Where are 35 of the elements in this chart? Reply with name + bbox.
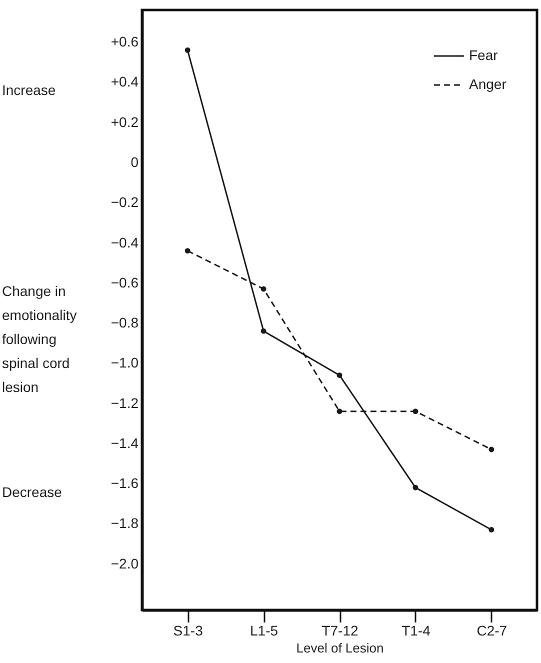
text: Increase <box>2 82 56 98</box>
y-tick-label: −0.6 <box>110 274 139 290</box>
x-tick-label: L1-5 <box>250 622 278 638</box>
y-tick-label: −2.0 <box>110 555 139 572</box>
point <box>412 484 418 490</box>
x-tick-label: T1-4 <box>402 622 431 638</box>
y-tick-label: −1.2 <box>110 394 139 411</box>
x-tick-label: C2-7 <box>476 622 508 638</box>
y-tick-label: 0 <box>130 154 139 170</box>
y-tick-label: −1.6 <box>110 475 139 492</box>
y-tick-label: −1.4 <box>110 434 139 451</box>
y-tick-label: −1.0 <box>110 354 139 371</box>
x-axis-title: Level of Lesion <box>296 640 384 656</box>
x-tick-label: T7-12 <box>322 622 358 638</box>
point <box>260 286 266 292</box>
y-tick-label: −0.4 <box>110 234 139 250</box>
point <box>412 408 418 414</box>
y-axis-title: Change in emotionality following spinal cord lesion <box>2 283 77 395</box>
point <box>488 446 494 452</box>
text: Decrease <box>2 484 62 500</box>
point <box>336 408 342 414</box>
point <box>184 47 190 53</box>
x-tick-label: S1-3 <box>173 622 204 638</box>
legend-label: Fear <box>469 47 498 63</box>
point <box>488 527 494 532</box>
y-tick-label: −0.2 <box>110 194 139 210</box>
y-tick-label: +0.4 <box>110 74 139 90</box>
y-tick-label: +0.2 <box>110 114 139 130</box>
point <box>260 328 266 334</box>
y-tick-label: −0.8 <box>110 314 139 331</box>
y-tick-label: +0.6 <box>110 34 139 50</box>
point <box>184 248 190 254</box>
y-tick-label: −1.8 <box>110 515 139 532</box>
point <box>336 372 342 378</box>
legend-label: Anger <box>469 76 507 92</box>
